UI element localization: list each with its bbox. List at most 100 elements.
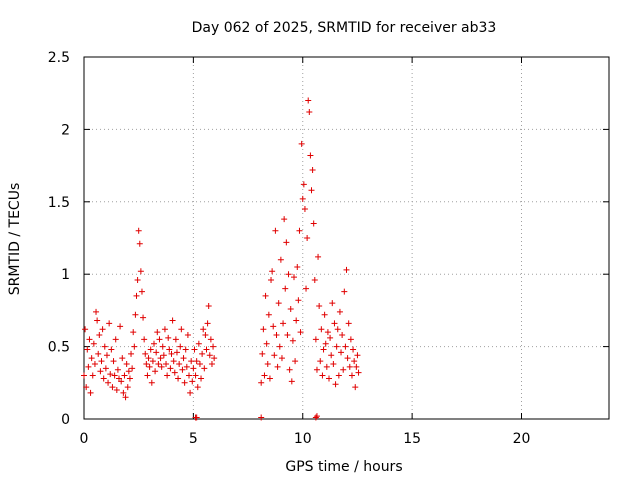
data-point (82, 326, 89, 333)
data-point (287, 305, 294, 312)
data-point (283, 239, 290, 246)
data-point (315, 253, 322, 260)
data-point (97, 368, 104, 375)
grid-lines (84, 57, 609, 419)
data-point (190, 365, 197, 372)
data-point (83, 384, 90, 391)
data-point (184, 332, 191, 339)
data-point (176, 360, 183, 367)
data-point (265, 311, 272, 318)
data-point (294, 263, 301, 270)
data-point (153, 349, 160, 356)
data-point (106, 320, 113, 327)
data-point (205, 303, 212, 310)
data-point (295, 297, 302, 304)
data-point (193, 414, 200, 421)
data-point (154, 329, 161, 336)
data-point (169, 317, 176, 324)
data-point (147, 346, 154, 353)
data-point (201, 365, 208, 372)
data-point (156, 336, 163, 343)
data-point (187, 389, 194, 396)
data-point (88, 355, 95, 362)
data-point (103, 352, 110, 359)
data-point (304, 235, 311, 241)
data-point (143, 360, 150, 367)
data-point (192, 372, 199, 379)
data-point (112, 336, 119, 343)
data-point (145, 355, 152, 362)
data-point (158, 363, 165, 370)
data-point (189, 378, 196, 385)
data-point (310, 220, 317, 227)
data-point (136, 240, 143, 247)
data-point (340, 366, 347, 373)
data-point (331, 320, 338, 327)
data-point (208, 360, 215, 367)
data-point (135, 227, 142, 234)
data-point (157, 355, 164, 362)
data-point (266, 375, 273, 382)
data-point (100, 375, 107, 382)
data-point (330, 360, 337, 367)
data-point (148, 379, 155, 386)
data-point (161, 326, 168, 333)
data-point (125, 368, 132, 375)
data-point (164, 372, 171, 379)
data-point (130, 329, 137, 336)
data-point (142, 350, 149, 357)
data-point (273, 332, 280, 339)
data-point (299, 195, 306, 202)
y-tick-label: 1.5 (48, 195, 70, 211)
data-point (270, 323, 277, 330)
data-point (292, 358, 299, 365)
data-point (306, 109, 313, 116)
data-point (285, 271, 292, 278)
data-point (120, 389, 127, 396)
data-point (268, 276, 275, 283)
data-point (141, 336, 148, 343)
data-point (354, 352, 361, 359)
data-point (298, 140, 305, 147)
data-point (269, 268, 276, 275)
data-point (140, 314, 147, 321)
data-point (172, 336, 179, 343)
data-point (167, 365, 174, 372)
data-point (123, 360, 130, 367)
data-point (170, 358, 177, 365)
data-point (324, 329, 331, 336)
data-point (355, 369, 362, 376)
data-point (119, 355, 126, 362)
data-point (210, 343, 217, 350)
data-point (272, 227, 279, 234)
y-tick-label: 2 (61, 122, 70, 138)
data-point (86, 336, 93, 343)
data-point (199, 350, 206, 357)
data-point (313, 413, 320, 420)
data-point (204, 320, 211, 327)
data-point (259, 350, 266, 357)
data-point (191, 346, 198, 353)
data-point (113, 387, 120, 394)
data-point (344, 355, 351, 362)
data-point (289, 337, 296, 344)
data-point (334, 326, 341, 333)
data-point (183, 363, 190, 370)
data-point (345, 320, 352, 327)
data-point (111, 372, 118, 379)
data-point (323, 363, 330, 370)
data-point (301, 206, 308, 213)
data-point (194, 384, 201, 391)
data-point (322, 340, 329, 347)
x-tick-label: 15 (403, 431, 421, 447)
data-point (275, 300, 282, 307)
data-point (280, 320, 287, 327)
data-point (319, 372, 326, 379)
data-point (180, 355, 187, 362)
data-point (124, 384, 131, 391)
data-point (146, 363, 153, 370)
data-points (81, 97, 362, 421)
data-point (312, 336, 319, 343)
plot-frame (83, 56, 610, 420)
